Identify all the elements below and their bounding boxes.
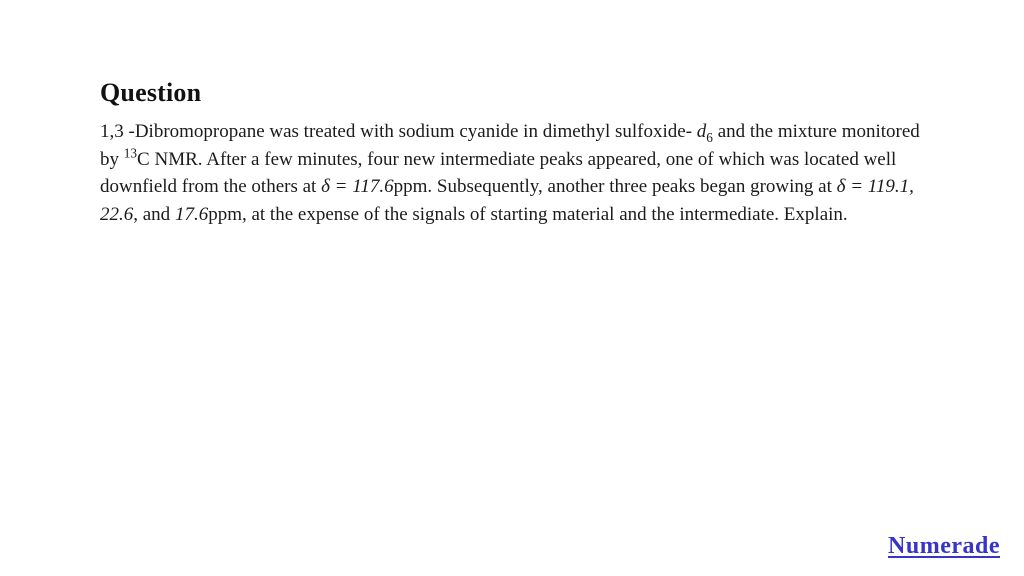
math-C: C bbox=[137, 149, 150, 170]
unit-ppm-2: ppm bbox=[208, 204, 242, 225]
text-segment: , at the expense of the signals of start… bbox=[242, 204, 848, 225]
question-body: 1,3 -Dibromopropane was treated with sod… bbox=[100, 118, 924, 228]
text-segment: 1,3 -Dibromopropane was treated with sod… bbox=[100, 121, 697, 142]
brand-logo-text: Numerade bbox=[888, 533, 1000, 559]
question-heading: Question bbox=[100, 78, 924, 108]
math-val-3: 17.6 bbox=[175, 204, 208, 225]
unit-ppm-1: ppm bbox=[394, 176, 428, 197]
page: Question 1,3 -Dibromopropane was treated… bbox=[0, 0, 1024, 576]
math-sup-13: 13 bbox=[124, 145, 137, 160]
math-d-sub: 6 bbox=[706, 130, 713, 145]
math-delta-1: δ = 117.6 bbox=[321, 176, 394, 197]
brand-logo: Numerade bbox=[888, 533, 1000, 560]
math-d: d bbox=[697, 121, 707, 142]
text-segment: , and bbox=[133, 204, 175, 225]
content-block: Question 1,3 -Dibromopropane was treated… bbox=[0, 0, 1024, 228]
text-segment: . Subsequently, another three peaks bega… bbox=[427, 176, 836, 197]
